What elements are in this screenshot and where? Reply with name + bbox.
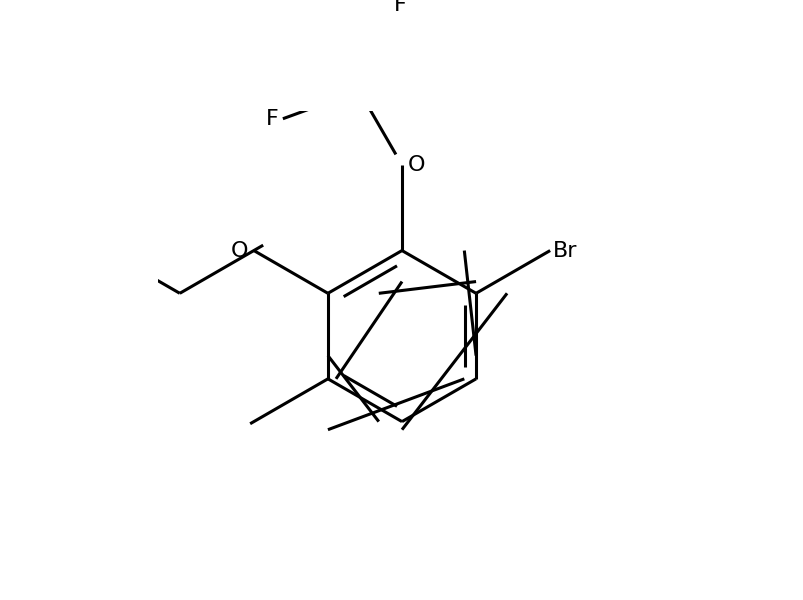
Text: F: F	[393, 0, 406, 15]
Text: F: F	[266, 109, 279, 129]
Text: O: O	[230, 241, 247, 260]
Text: Br: Br	[552, 241, 577, 260]
Text: O: O	[407, 155, 425, 175]
